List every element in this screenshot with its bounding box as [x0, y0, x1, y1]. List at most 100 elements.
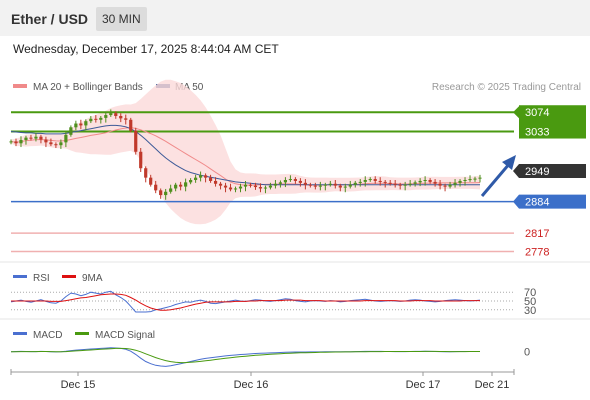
rsi-ma-line [11, 293, 480, 311]
candle-body [189, 180, 193, 183]
candle-body [333, 183, 337, 186]
rsi-tick-label: 30 [524, 305, 536, 317]
macd-legend-label: MACD [33, 330, 62, 341]
candle-body [74, 123, 78, 128]
rsi-tick-label: 50 [524, 296, 536, 308]
candle-body [14, 141, 18, 144]
candle-body [298, 180, 302, 183]
candle-body [104, 115, 108, 118]
candle-body [413, 182, 417, 184]
candle-body [438, 183, 442, 186]
candle-body [174, 184, 178, 189]
candle-body [343, 186, 347, 188]
chart-header: Ether / USD 30 MIN [0, 0, 590, 36]
candle-body [169, 188, 173, 192]
rsi-ma-legend-swatch [62, 275, 76, 278]
x-tick-label: Dec 15 [61, 379, 96, 391]
candle-body [398, 184, 402, 186]
bollinger-band [11, 79, 480, 225]
forecast-arrow-head [502, 155, 516, 170]
candle-body [273, 183, 278, 186]
candle-body [49, 142, 53, 145]
rsi-legend-swatch [13, 275, 27, 278]
candle-body [373, 179, 377, 181]
candle-body [248, 184, 253, 186]
candle-body [318, 185, 322, 187]
candle-body [243, 184, 248, 187]
candle-body [458, 180, 462, 183]
resistance-tag-pointer [513, 106, 519, 119]
candle-body [114, 113, 118, 116]
candle-body [308, 184, 312, 186]
ma20-legend-swatch [13, 84, 27, 88]
ma50-legend-label: MA 50 [175, 82, 204, 93]
candle-body [478, 177, 482, 179]
candle-body [208, 177, 213, 181]
candle-body [44, 139, 48, 143]
macd-legend-swatch [13, 332, 27, 335]
candle-body [203, 175, 208, 178]
candle-body [64, 134, 68, 143]
candle-body [393, 183, 397, 185]
candle-body [228, 187, 233, 190]
candle-body [19, 140, 23, 144]
candle-body [388, 182, 392, 184]
time-axis-ticks: Dec 15 Dec 16 Dec 17 Dec 21 [61, 372, 510, 391]
forecast-arrow-shaft [480, 162, 512, 197]
macd-signal-legend-label: MACD Signal [95, 330, 155, 341]
price-tags: 3074 3033 2949 2884 2817 2778 [513, 105, 586, 259]
candle-body [213, 180, 218, 184]
candle-body [238, 186, 243, 189]
candle-body [154, 184, 158, 191]
candle-body [94, 118, 98, 120]
candle-body [463, 180, 467, 181]
x-tick-label: Dec 16 [234, 379, 269, 391]
candle-body [293, 179, 297, 181]
candle-body [184, 182, 188, 187]
chart-title: Ether / USD [11, 11, 89, 27]
candle-body [468, 179, 472, 181]
candle-body [253, 185, 258, 188]
candle-body [408, 183, 412, 185]
macd-tick-label: 0 [524, 347, 530, 359]
candle-body [443, 185, 447, 187]
rsi-tick-label: 70 [524, 287, 536, 299]
resistance-tag [519, 105, 586, 139]
candle-body [338, 185, 342, 188]
support-level-label: 2778 [525, 247, 549, 259]
x-tick-label: Dec 17 [406, 379, 441, 391]
candle-body [263, 187, 268, 189]
candle-body [54, 144, 58, 146]
candle-body [233, 188, 238, 190]
macd-signal-line [11, 347, 480, 364]
timeframe-button[interactable]: 30 MIN [96, 7, 147, 31]
candle-body [428, 180, 432, 182]
candle-body [313, 185, 317, 187]
candle-body [194, 177, 198, 180]
candle-body [69, 127, 73, 135]
candle-body [323, 184, 327, 186]
rsi-legend-label: RSI [33, 273, 50, 284]
candle-body [34, 136, 38, 139]
candle-body [303, 182, 307, 185]
candle-body [358, 181, 362, 183]
candle-body [353, 182, 357, 185]
candle-body [278, 182, 283, 184]
x-tick-label: Dec 21 [475, 379, 510, 391]
support-label: 2884 [525, 197, 549, 209]
current-price-tag [513, 164, 586, 179]
candle-body [453, 182, 457, 185]
current-price-label: 2949 [525, 166, 549, 178]
candle-body [179, 184, 183, 187]
ma20-legend-label: MA 20 + Bollinger Bands [33, 82, 143, 93]
candle-body [39, 136, 43, 140]
research-credit: Research © 2025 Trading Central [432, 82, 581, 93]
candle-body [288, 179, 293, 181]
candle-body [134, 130, 138, 152]
candle-body [348, 184, 352, 187]
candle-body [423, 180, 427, 181]
candle-body [433, 181, 437, 184]
candle-body [24, 137, 28, 140]
candle-body [84, 121, 88, 126]
